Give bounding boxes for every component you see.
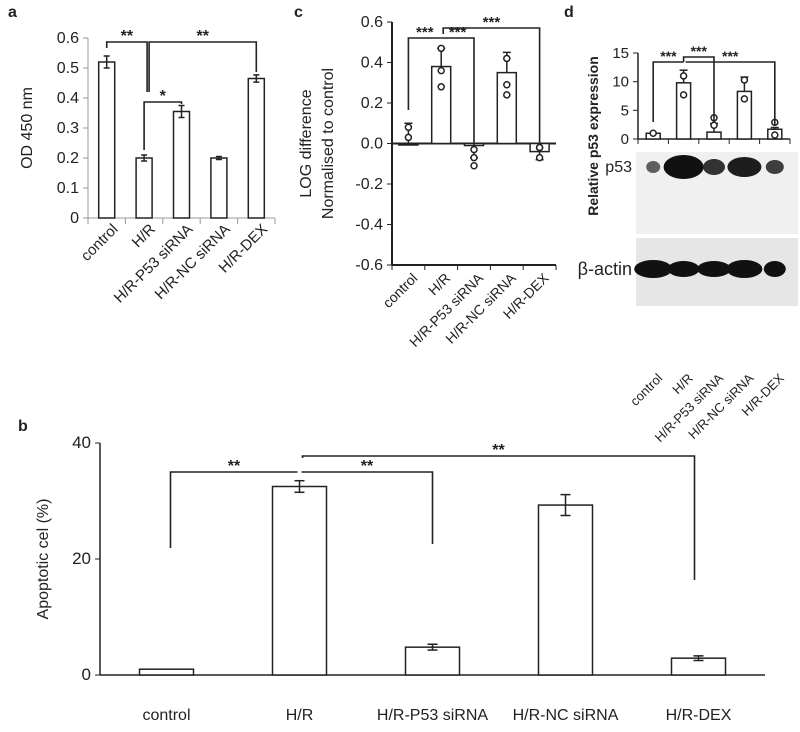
svg-text:control: control: [142, 707, 190, 724]
panel-label-a: a: [8, 4, 17, 21]
svg-text:**: **: [361, 458, 374, 475]
svg-text:H/R: H/R: [286, 707, 314, 724]
svg-text:***: ***: [449, 24, 467, 41]
svg-text:0.4: 0.4: [57, 90, 79, 107]
svg-text:OD 450 nm: OD 450 nm: [19, 87, 36, 169]
svg-text:0: 0: [70, 210, 79, 227]
panel-label-d: d: [564, 4, 574, 21]
blot-label-p53: p53: [605, 159, 632, 176]
svg-text:***: ***: [722, 48, 739, 64]
bar-control: [398, 142, 419, 146]
svg-text:H/R: H/R: [129, 221, 159, 251]
svg-text:control: control: [627, 370, 665, 408]
blot-label-actin: β-actin: [578, 259, 632, 279]
svg-text:0.3: 0.3: [57, 120, 79, 137]
svg-text:H/R-P53 siRNA: H/R-P53 siRNA: [377, 707, 488, 724]
svg-text:15: 15: [612, 45, 629, 62]
bar-control: [138, 668, 195, 676]
svg-text:LOG difference: LOG difference: [298, 89, 315, 197]
svg-text:0.2: 0.2: [57, 150, 79, 167]
svg-text:Normalised to control: Normalised to control: [320, 68, 337, 219]
svg-text:H/R: H/R: [425, 270, 453, 298]
bar-h-r-nc-sirna: [210, 157, 228, 219]
bar-h-r: [271, 485, 328, 676]
bar-control: [97, 61, 116, 219]
bar-h-r-nc-sirna: [537, 504, 594, 676]
svg-text:Relative p53 expression: Relative p53 expression: [585, 56, 601, 216]
bar-h-r-dex: [247, 77, 266, 219]
panel-label-c: c: [294, 4, 303, 21]
svg-text:control: control: [78, 221, 122, 265]
bar-h-r-p53-sirna: [404, 646, 461, 676]
svg-text:control: control: [379, 270, 420, 311]
svg-text:**: **: [228, 458, 241, 475]
svg-text:20: 20: [72, 549, 91, 568]
panel-label-b: b: [18, 418, 28, 435]
svg-text:Apoptotic cel (%): Apoptotic cel (%): [35, 499, 52, 620]
svg-text:-0.2: -0.2: [355, 176, 383, 193]
svg-text:-0.6: -0.6: [355, 257, 383, 274]
svg-text:0.5: 0.5: [57, 60, 79, 77]
svg-text:40: 40: [72, 433, 91, 452]
svg-text:***: ***: [691, 43, 708, 59]
svg-text:0.2: 0.2: [361, 95, 383, 112]
bar-h-r: [430, 65, 452, 145]
svg-text:H/R-NC siRNA: H/R-NC siRNA: [513, 707, 619, 724]
svg-text:0.0: 0.0: [361, 136, 383, 153]
svg-text:H/R-DEX: H/R-DEX: [666, 707, 732, 724]
svg-text:***: ***: [660, 48, 677, 64]
svg-text:0.1: 0.1: [57, 180, 79, 197]
western-blot: p53 β-actin: [578, 152, 798, 306]
svg-text:0: 0: [82, 665, 91, 684]
svg-text:***: ***: [483, 14, 501, 31]
bar-h-r: [135, 157, 153, 219]
svg-text:10: 10: [612, 74, 629, 91]
svg-text:0: 0: [621, 131, 629, 148]
svg-text:***: ***: [416, 24, 434, 41]
svg-text:0.6: 0.6: [361, 14, 383, 31]
bar-h-r-p53-sirna: [706, 131, 722, 140]
svg-text:**: **: [196, 28, 209, 45]
svg-text:**: **: [492, 442, 505, 459]
svg-text:0.6: 0.6: [57, 30, 79, 47]
svg-text:**: **: [121, 28, 134, 45]
bar-h-r-p53-sirna: [172, 110, 191, 219]
svg-text:*: *: [160, 88, 167, 105]
chart-b: 0 20 40 control H/R H/R-P53 siRNA H/R-NC siRNA…: [35, 433, 765, 724]
svg-text:0.4: 0.4: [361, 55, 383, 72]
svg-text:-0.4: -0.4: [355, 217, 383, 234]
svg-text:5: 5: [621, 102, 629, 119]
